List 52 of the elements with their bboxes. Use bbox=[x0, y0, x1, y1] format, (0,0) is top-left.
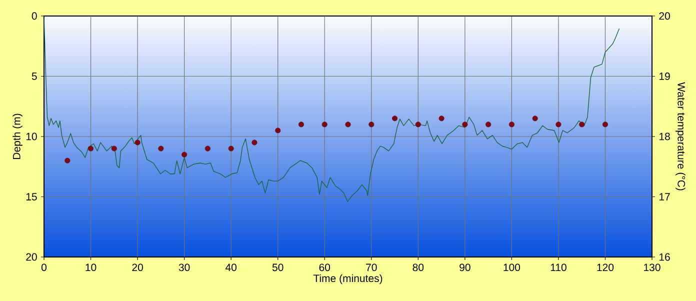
point bbox=[111, 146, 117, 152]
x-tick-label: 20 bbox=[132, 264, 143, 272]
y-tick-label: 5 bbox=[32, 72, 37, 80]
point bbox=[322, 122, 328, 128]
x-tick-label: 80 bbox=[412, 264, 424, 272]
y2-tick-label: 20 bbox=[659, 12, 670, 20]
x-axis-title: Time (minutes) bbox=[313, 274, 382, 284]
point bbox=[556, 122, 562, 128]
point bbox=[204, 146, 210, 152]
point bbox=[438, 116, 444, 122]
line-series bbox=[44, 16, 620, 202]
point bbox=[462, 122, 468, 128]
x-tick-label: 90 bbox=[460, 264, 470, 272]
point bbox=[228, 146, 234, 152]
point bbox=[182, 152, 188, 158]
point bbox=[508, 122, 514, 128]
x-tick-label: 40 bbox=[225, 264, 236, 272]
point bbox=[298, 122, 304, 128]
x-tick-label: 130 bbox=[644, 264, 660, 272]
point bbox=[579, 122, 585, 128]
y2-tick-label: 18 bbox=[659, 132, 670, 140]
point bbox=[158, 146, 164, 152]
x-tick-label: 70 bbox=[366, 264, 377, 272]
x-tick-label: 60 bbox=[319, 264, 330, 272]
point bbox=[134, 140, 140, 146]
point bbox=[88, 146, 94, 152]
y2-tick-label: 16 bbox=[659, 253, 670, 261]
y-tick-label: 0 bbox=[32, 12, 37, 20]
point bbox=[368, 122, 374, 128]
y-tick-label: 10 bbox=[26, 132, 37, 140]
y2-axis-title: Water temperature (°C) bbox=[676, 82, 686, 190]
y-axis-title: Depth (m) bbox=[12, 114, 22, 159]
x-tick-label: 10 bbox=[86, 264, 96, 272]
y2-tick-label: 19 bbox=[659, 72, 670, 80]
x-tick-label: 120 bbox=[597, 264, 614, 272]
x-tick-label: 50 bbox=[272, 264, 284, 272]
x-tick-label: 110 bbox=[550, 264, 566, 272]
x-tick-label: 0 bbox=[41, 264, 46, 272]
point bbox=[532, 116, 538, 122]
x-tick-label: 30 bbox=[178, 264, 190, 272]
y-tick-label: 15 bbox=[26, 193, 37, 200]
point bbox=[345, 122, 351, 128]
point bbox=[275, 128, 281, 134]
y2-tick-label: 17 bbox=[659, 193, 670, 200]
point bbox=[252, 140, 258, 146]
point bbox=[486, 122, 492, 128]
y-tick-label: 20 bbox=[26, 253, 37, 261]
point bbox=[392, 116, 398, 122]
point bbox=[602, 122, 608, 128]
point bbox=[64, 158, 70, 164]
x-tick-label: 100 bbox=[504, 264, 520, 272]
point bbox=[415, 122, 421, 128]
